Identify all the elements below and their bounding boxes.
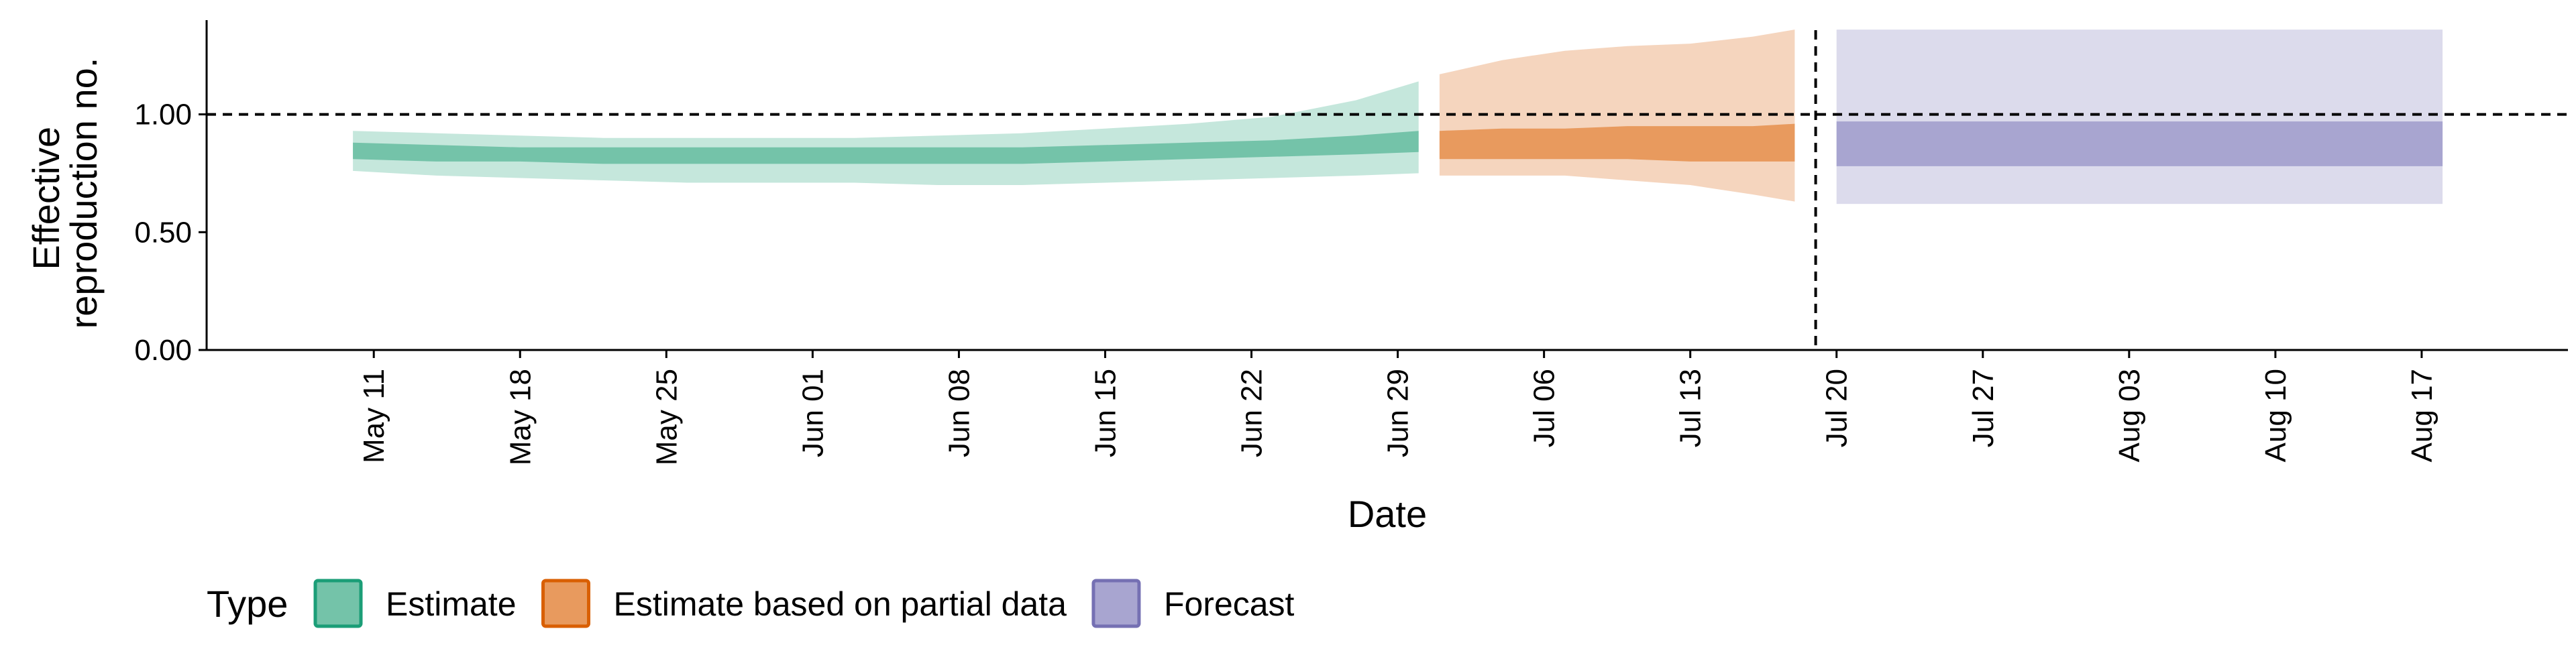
forecast-outer-band [1836, 30, 2443, 204]
x-tick-label: Aug 03 [2113, 369, 2146, 462]
x-tick-label: Jun 01 [796, 369, 829, 457]
x-tick-label: Jun 15 [1089, 369, 1122, 457]
y-tick-label: 1.00 [134, 99, 192, 131]
x-tick-label: Jun 29 [1382, 369, 1415, 457]
estimate-based-on-partial-data-inner-band [1439, 123, 1795, 162]
legend-label-forecast: Forecast [1164, 585, 1295, 623]
x-tick-label: May 11 [358, 369, 390, 463]
bands-layer [353, 30, 2443, 204]
legend-title: Type [207, 583, 288, 625]
y-tick-label: 0.00 [134, 334, 192, 367]
axes [205, 20, 2568, 351]
x-tick-label: Jun 08 [943, 369, 975, 457]
y-axis-title: Effective reproduction no. [25, 58, 105, 329]
y-ticks: 0.00 0.50 1.00 [134, 99, 207, 367]
x-tick-label: Jul 13 [1674, 369, 1707, 447]
legend-swatch-estimate-based-on-partial-data [541, 579, 591, 628]
x-axis-title: Date [1348, 493, 1427, 535]
estimate-inner-band [353, 131, 1419, 164]
forecast-inner-band [1836, 121, 2443, 166]
y-axis-title-line-1: Effective [25, 127, 67, 270]
x-tick-label: Aug 10 [2259, 369, 2292, 462]
y-tick-label: 0.50 [134, 216, 192, 249]
legend-swatch-forecast [1091, 579, 1141, 628]
x-tick-label: Jul 20 [1821, 369, 1854, 447]
y-axis-title-line-2: reproduction no. [62, 58, 105, 329]
x-tick-label: May 25 [650, 369, 683, 465]
x-tick-label: Aug 17 [2406, 369, 2438, 462]
x-tick-label: Jul 27 [1967, 369, 2000, 447]
estimate-outer-band [353, 81, 1419, 186]
legend-label-estimate-based-on-partial-data: Estimate based on partial data [614, 585, 1067, 623]
x-tick-label: May 18 [504, 369, 537, 465]
legend-swatch-estimate [313, 579, 363, 628]
legend-label-estimate: Estimate [386, 585, 517, 623]
x-tick-label: Jul 06 [1528, 369, 1561, 447]
reference-lines [207, 30, 2568, 350]
x-tick-label: Jun 22 [1236, 369, 1269, 457]
x-ticks: May 11 May 18 May 25 Jun 01 Jun 08 Jun 15 Jun … [358, 350, 2438, 465]
legend: Type Estimate Estimate based on partial d… [207, 579, 1295, 628]
